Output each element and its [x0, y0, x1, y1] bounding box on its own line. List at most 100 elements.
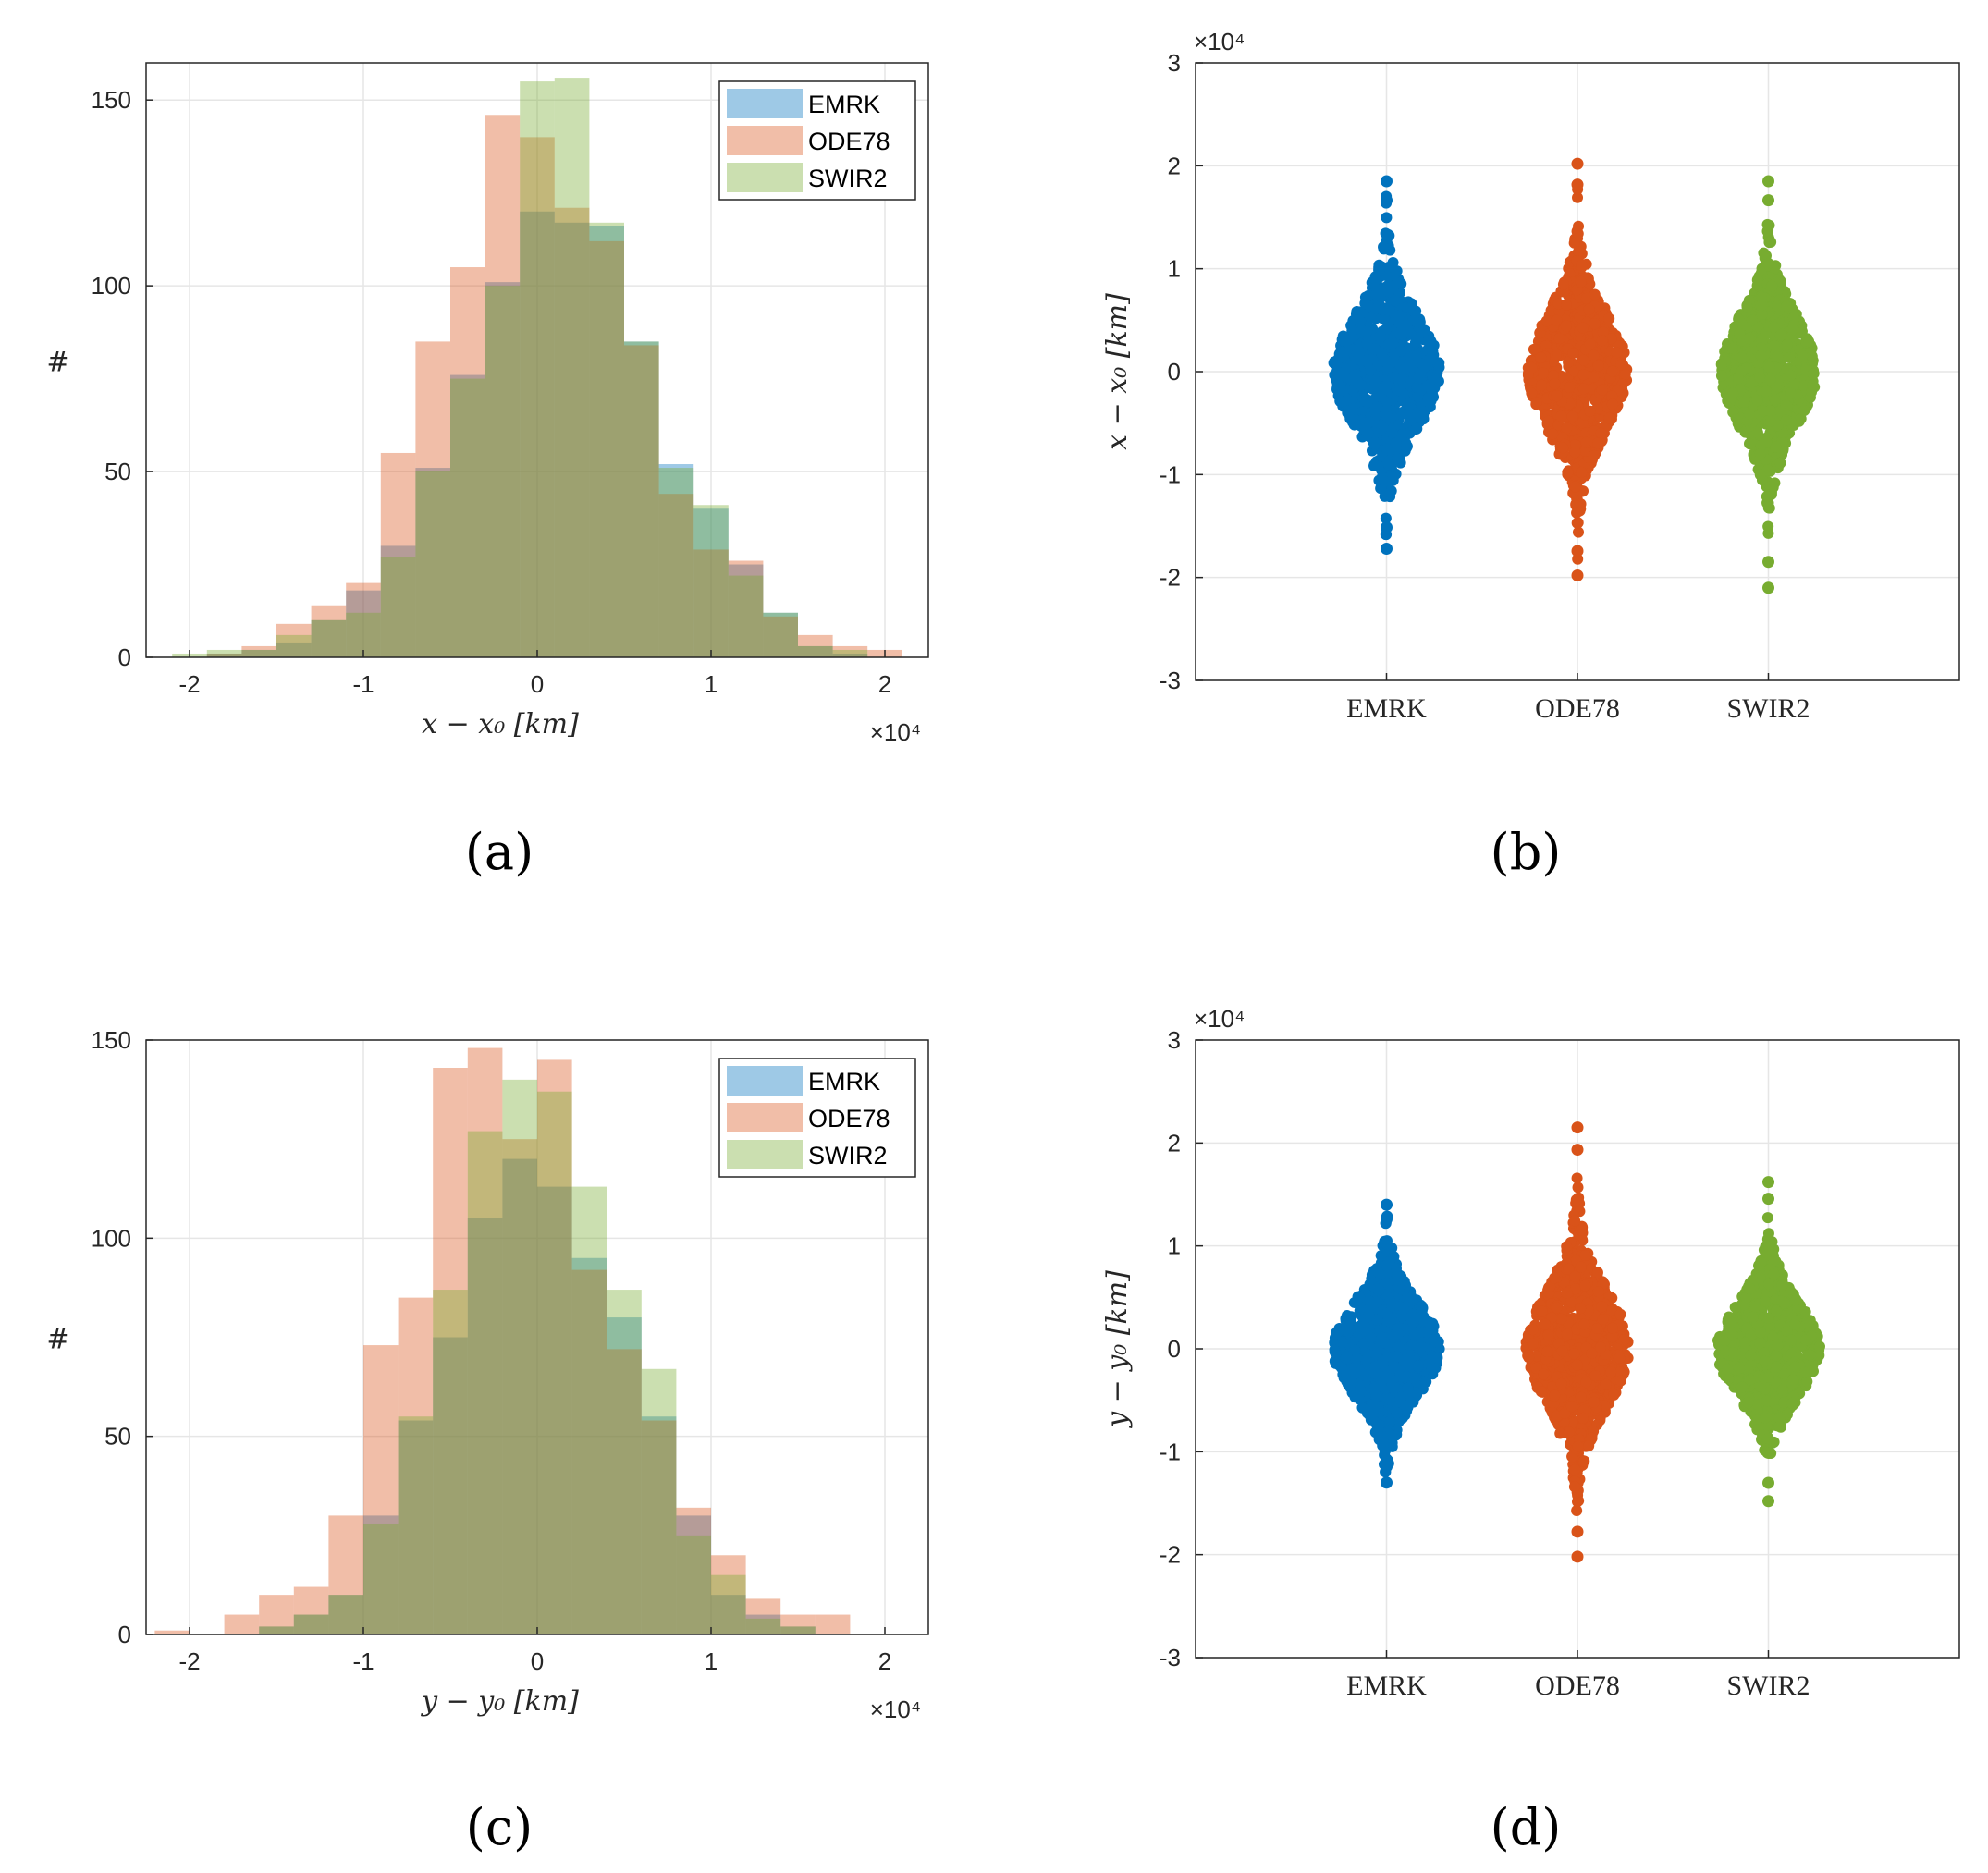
swarm-point [1563, 1426, 1575, 1438]
swarm-point [1551, 314, 1563, 326]
swarm-point [1803, 336, 1815, 348]
swarm-point [1565, 1401, 1577, 1413]
swarm-point [1549, 1389, 1561, 1402]
swarm-point [1606, 365, 1618, 377]
swarm-point [1540, 315, 1552, 327]
legend-swatch-swir2 [727, 1140, 803, 1169]
bar-emrk [293, 1614, 329, 1634]
swarm-point [1416, 1305, 1428, 1317]
bar-swir2 [607, 1290, 642, 1634]
swarm-point [1807, 379, 1819, 391]
swarm-point [1416, 326, 1428, 338]
swarm-point [1377, 1358, 1389, 1370]
swarm-point [1762, 520, 1774, 533]
bar-ode78 [728, 560, 764, 657]
swarm-point [1577, 383, 1589, 395]
swarm-point [1584, 338, 1596, 350]
swarm-point [1769, 477, 1781, 489]
swarm-point [1383, 459, 1395, 471]
swarm-point [1554, 1427, 1566, 1439]
x-tick-label: -2 [178, 670, 200, 698]
swarm-point [1405, 1291, 1417, 1303]
bar-swir2 [641, 1368, 677, 1634]
swarm-point [1569, 481, 1581, 493]
x-multiplier: ×10⁴ [870, 1695, 921, 1723]
x-tick-label: 2 [878, 1647, 891, 1675]
swarm-point [1569, 1463, 1581, 1475]
swarm-point [1576, 466, 1588, 478]
swarm-point [1563, 1263, 1575, 1275]
bar-emrk [711, 1595, 746, 1634]
swarm-point [1557, 278, 1569, 290]
swarm-point [1369, 274, 1381, 286]
swarm-point [1400, 1371, 1412, 1383]
swarm-point [1381, 521, 1393, 534]
swarm-point [1592, 437, 1604, 449]
swarm-ode78 [1522, 157, 1633, 581]
swarm-point [1751, 274, 1763, 286]
bar-swir2 [763, 612, 798, 657]
swarm-point [1380, 512, 1392, 524]
swarm-point [1549, 1272, 1561, 1284]
swarm-point [1398, 1303, 1410, 1315]
swarm-point [1378, 241, 1390, 253]
swarm-point [1568, 237, 1580, 249]
bar-ode78 [346, 582, 381, 657]
swarm-point [1571, 569, 1584, 581]
bar-emrk [624, 341, 659, 657]
swarm-point [1577, 1412, 1589, 1424]
swarm-point [1751, 395, 1763, 407]
swarm-point [1595, 1341, 1607, 1353]
legend-swatch-emrk [727, 1066, 803, 1096]
bar-swir2 [467, 1131, 503, 1634]
swarm-point [1579, 1279, 1591, 1292]
swarm-point [1578, 1455, 1590, 1467]
swarm-point [1583, 1439, 1595, 1451]
swarm-point [1381, 1308, 1393, 1320]
swarm-point [1561, 1287, 1573, 1299]
swarm-point [1553, 333, 1565, 345]
panel-label: (c) [466, 1798, 533, 1856]
swarm-point [1391, 1351, 1403, 1363]
bar-swir2 [346, 612, 381, 657]
swarm-point [1597, 1314, 1609, 1326]
category-label: EMRK [1346, 693, 1427, 724]
swarm-point [1381, 542, 1393, 555]
bar-ode78 [467, 1047, 503, 1634]
bar-ode78 [676, 1507, 711, 1634]
swarm-point [1381, 212, 1393, 224]
bar-ode78 [815, 1614, 851, 1634]
bar-emrk [433, 1337, 468, 1634]
swarm-point [1570, 1194, 1582, 1206]
swarm-point [1330, 1357, 1342, 1369]
swarm-point [1547, 428, 1559, 440]
swarm-point [1406, 1339, 1418, 1351]
swarm-point [1770, 441, 1782, 453]
swarm-point [1371, 1314, 1383, 1326]
swarm-point [1727, 342, 1739, 354]
bar-ode78 [780, 1614, 816, 1634]
bar-emrk [363, 1515, 399, 1634]
swarm-point [1736, 352, 1748, 364]
swarm-point [1570, 1283, 1582, 1295]
swarm-point [1762, 194, 1774, 207]
swarm-point [1566, 1417, 1578, 1429]
bar-ode78 [745, 1598, 781, 1634]
swarm-point [1368, 459, 1381, 471]
x-axis-label: y − y₀ [km] [420, 1685, 579, 1718]
swarm-point [1559, 1407, 1571, 1419]
swarm-point [1373, 1267, 1385, 1279]
swarm-point [1754, 448, 1766, 460]
swarm-point [1403, 1388, 1415, 1400]
swarm-point [1354, 315, 1366, 327]
swarm-point [1564, 382, 1576, 394]
x-tick-label: 0 [531, 670, 544, 698]
swarm-point [1354, 1393, 1366, 1405]
swarm-point [1755, 300, 1767, 312]
bar-ode78 [763, 616, 798, 657]
swarm-point [1561, 1328, 1573, 1340]
bar-emrk [763, 612, 798, 657]
bar-ode78 [398, 1297, 434, 1634]
